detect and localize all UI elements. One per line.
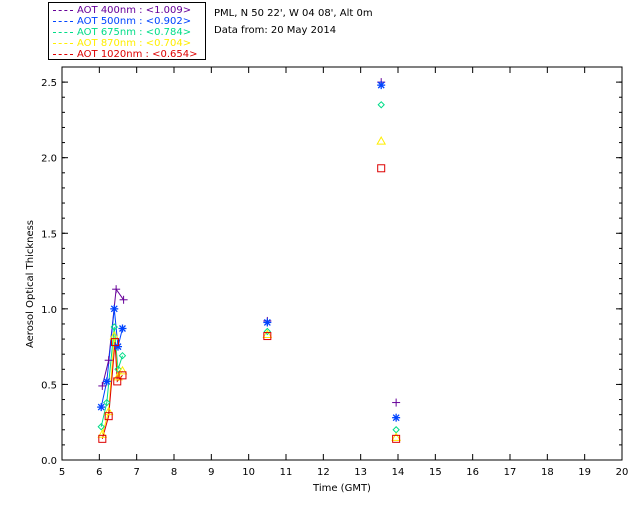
x-tick-label: 20 [616, 467, 629, 478]
data-point [98, 381, 107, 390]
data-point [119, 295, 128, 304]
data-point [117, 365, 128, 375]
data-point [110, 304, 119, 313]
x-tick-label: 16 [466, 467, 479, 478]
data-point [103, 398, 111, 407]
data-point [98, 434, 107, 443]
data-point [104, 412, 113, 421]
x-axis-label: Time (GMT) [312, 483, 371, 494]
data-point [118, 371, 127, 380]
data-point [118, 351, 127, 360]
x-tick-label: 9 [208, 467, 214, 478]
data-point [110, 323, 118, 331]
y-tick-label: 1.5 [41, 229, 57, 240]
data-point [113, 377, 122, 386]
data-point [114, 342, 122, 351]
data-point [392, 413, 401, 422]
data-point [97, 429, 108, 438]
legend-item-400nm: AOT 400nm : <1.009> [53, 5, 191, 16]
x-tick-label: 11 [280, 467, 293, 478]
legend-label-500nm: AOT 500nm : <0.902> [77, 16, 192, 27]
data-point [103, 406, 114, 416]
axes: 5 6 7 8 9 10 11 12 13 14 15 16 17 18 19 20 0.0 0.5 1.0 1.5 2… [41, 67, 628, 478]
legend-item-675nm: AOT 675nm : <0.784> [53, 27, 191, 38]
data-point [263, 332, 272, 341]
data-point [263, 318, 272, 327]
data-point [377, 101, 385, 109]
data-point [97, 403, 106, 412]
data-point [102, 377, 111, 386]
legend-swatch-400nm [53, 9, 73, 11]
data-marks [97, 78, 401, 443]
date-info: Data from: 20 May 2014 [214, 25, 337, 36]
series-line [100, 326, 123, 427]
x-tick-label: 8 [171, 467, 177, 478]
x-tick-label: 10 [242, 467, 255, 478]
data-point [262, 329, 273, 339]
y-axis-label: Aerosol Optical Thickness [25, 220, 36, 348]
data-point [376, 136, 387, 145]
legend-label-870nm: AOT 870nm : <0.704> [77, 38, 192, 49]
legend-item-1020nm: AOT 1020nm : <0.654> [53, 49, 197, 60]
legend-label-1020nm: AOT 1020nm : <0.654> [77, 49, 198, 60]
x-tick-label: 5 [59, 467, 65, 478]
x-tick-label: 14 [392, 467, 405, 478]
data-point [113, 371, 123, 381]
data-point [118, 324, 127, 333]
legend-label-400nm: AOT 400nm : <1.009> [77, 5, 192, 16]
y-tick-label: 2.0 [41, 154, 57, 165]
legend-swatch-500nm [53, 20, 73, 22]
legend-swatch-1020nm [53, 53, 73, 55]
x-tick-label: 18 [541, 467, 554, 478]
y-tick-label: 1.0 [41, 305, 57, 316]
data-point [263, 327, 272, 336]
x-tick-label: 7 [133, 467, 139, 478]
data-point [111, 338, 120, 347]
data-point [104, 356, 113, 365]
site-info: PML, N 50 22', W 04 08', Alt 0m [214, 8, 373, 19]
data-point [377, 81, 386, 90]
legend-swatch-870nm [53, 42, 73, 44]
x-tick-label: 19 [578, 467, 591, 478]
x-tick-label: 17 [504, 467, 517, 478]
legend-swatch-675nm [53, 31, 73, 33]
legend-label-675nm: AOT 675nm : <0.784> [77, 27, 192, 38]
x-tick-label: 13 [354, 467, 367, 478]
data-point [392, 398, 401, 407]
y-tick-label: 2.5 [41, 78, 57, 89]
x-tick-label: 6 [96, 467, 102, 478]
data-point [392, 426, 400, 434]
data-point [392, 434, 401, 443]
series-line [100, 308, 123, 408]
y-tick-label: 0.5 [41, 380, 57, 391]
data-point [112, 285, 121, 294]
legend-item-500nm: AOT 500nm : <0.902> [53, 16, 191, 27]
y-tick-label: 0.0 [41, 456, 57, 467]
data-point [391, 432, 401, 441]
legend-item-870nm: AOT 870nm : <0.704> [53, 38, 191, 49]
data-point [97, 423, 105, 431]
x-tick-label: 15 [429, 467, 442, 478]
data-point [377, 164, 386, 173]
x-tick-label: 12 [317, 467, 330, 478]
legend: AOT 400nm : <1.009> AOT 500nm : <0.902> … [48, 2, 206, 60]
plot-frame [61, 66, 623, 461]
